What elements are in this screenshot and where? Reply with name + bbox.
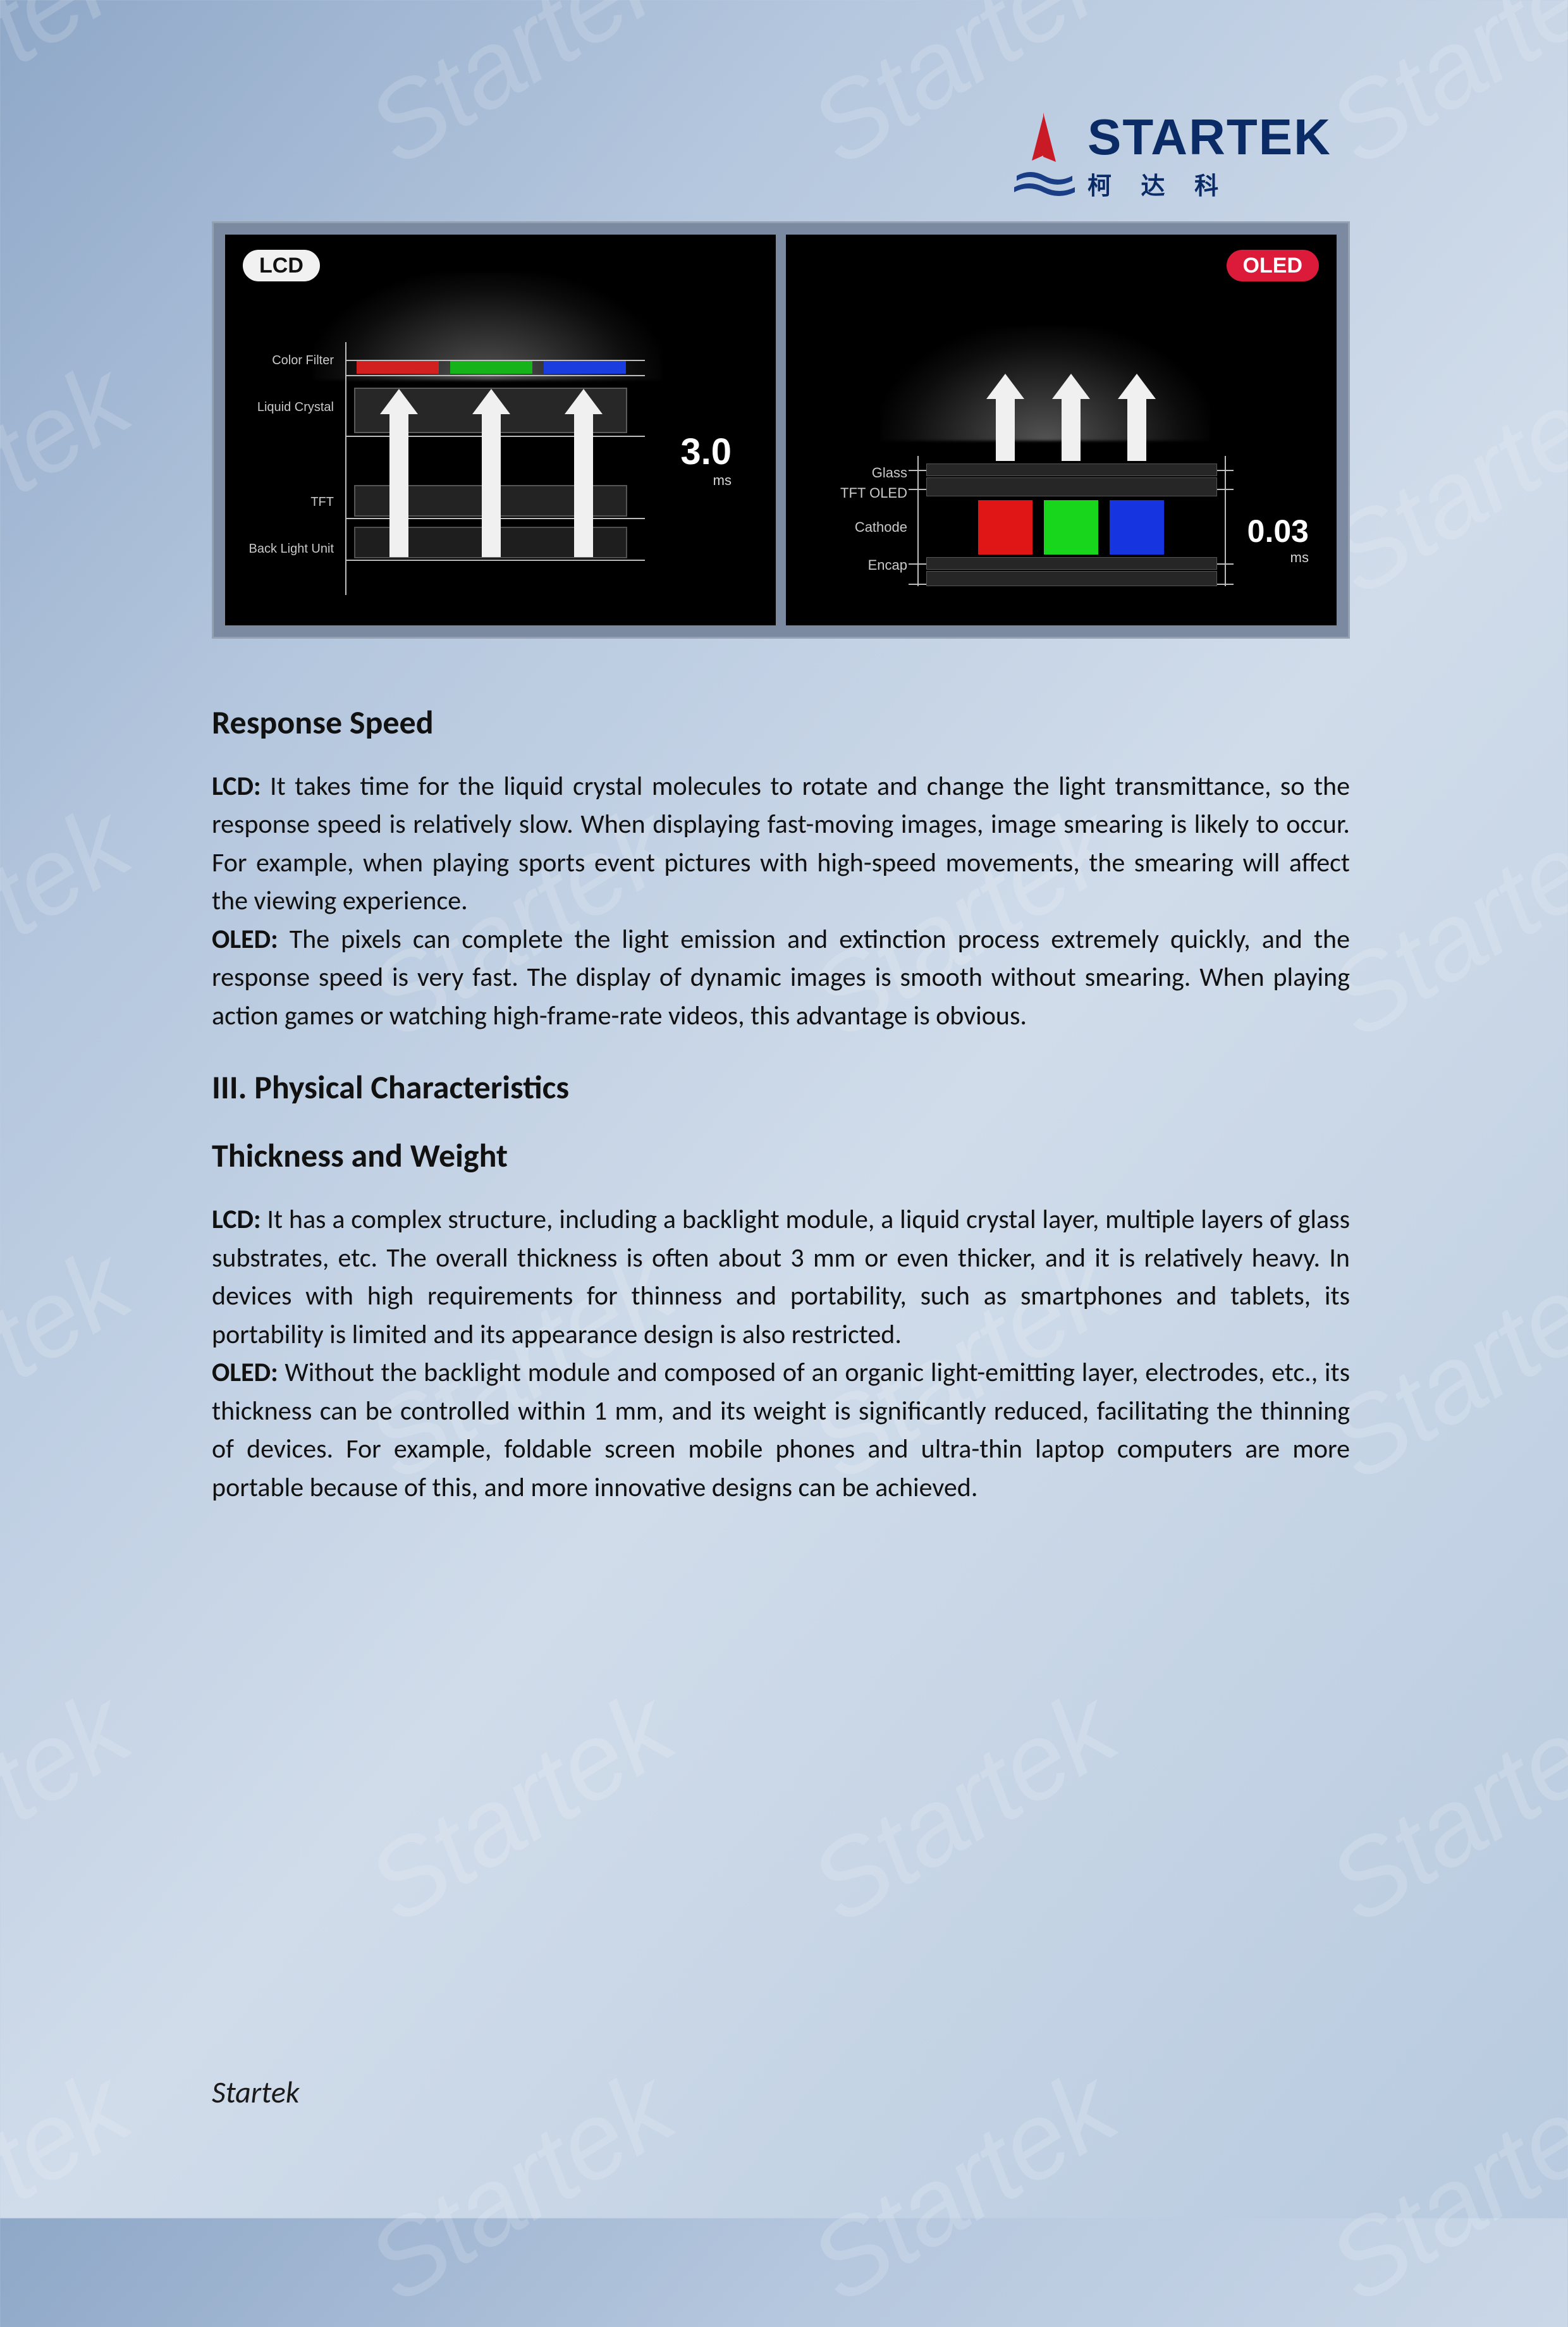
paragraph: LCD: It takes time for the liquid crysta… [212,768,1350,921]
lcd-schema: Color Filter Liquid Crystal TFT Back Lig… [345,342,636,595]
oled-layer-label: Encap [831,557,907,573]
watermark: Startek [0,782,150,1062]
footer-text: Startek [212,2073,300,2111]
paragraph-text: The pixels can complete the light emissi… [212,923,1350,1032]
oled-layer-label: Glass [831,465,907,481]
lcd-badge: LCD [243,250,320,281]
lcd-layer-label: Color Filter [245,353,334,368]
watermark: Startek [0,1667,150,1948]
oled-response-unit: ms [1290,550,1309,566]
brand-name: STARTEK [1087,112,1332,163]
lcd-response-value: 3.0 [680,431,732,473]
watermark: Startek [346,0,694,190]
lcd-layer-label: Back Light Unit [245,542,334,556]
brand-logo-icon [1012,113,1075,201]
lcd-color-filter [544,361,626,374]
oled-response-value: 0.03 [1247,513,1309,550]
watermark: Startek [1308,2046,1568,2327]
lcd-layer-label: Liquid Crystal [245,400,334,415]
content-area: Response Speed LCD: It takes time for th… [212,702,1350,1507]
lcd-color-filter [357,361,439,374]
lcd-layer-label: TFT [245,495,334,510]
lcd-label: LCD: [212,770,261,802]
watermark: Startek [0,2046,150,2327]
oled-panel: OLED Glass TFT OLED Cathode Encap [786,235,1337,625]
watermark: Startek [1308,0,1568,190]
watermark: Startek [789,2046,1136,2327]
oled-pixel [1110,500,1164,555]
section-title-response: Response Speed [212,702,1350,742]
brand-logo: STARTEK 柯 达 科 [1012,107,1334,206]
section-title-physical: III. Physical Characteristics [212,1067,1350,1107]
paragraph-text: Without the backlight module and compose… [212,1356,1350,1503]
watermark: Startek [0,1224,150,1505]
watermark: Startek [0,339,150,620]
watermark: Startek [789,1667,1136,1948]
lcd-panel: LCD Color Filter Liquid Crystal TFT Back… [225,235,776,625]
oled-pixel [978,500,1032,555]
brand-subtitle: 柯 达 科 [1087,166,1332,201]
section-title-thickness: Thickness and Weight [212,1135,1350,1176]
paragraph-text: It has a complex structure, including a … [212,1203,1350,1350]
lcd-label: LCD: [212,1203,261,1236]
oled-layer-label: TFT OLED [831,485,907,501]
lcd-response-unit: ms [713,472,732,489]
watermark: Startek [346,2046,694,2327]
diagram-frame: LCD Color Filter Liquid Crystal TFT Back… [212,221,1350,639]
oled-schema: Glass TFT OLED Cathode Encap [829,374,1309,601]
watermark: Startek [0,0,150,190]
lcd-color-filter [450,361,532,374]
watermark: Startek [346,1667,694,1948]
paragraph: OLED: Without the backlight module and c… [212,1354,1350,1507]
oled-layer-label: Cathode [831,519,907,535]
oled-label: OLED: [212,1356,278,1389]
paragraph: OLED: The pixels can complete the light … [212,921,1350,1035]
watermark: Startek [1308,1667,1568,1948]
paragraph-text: It takes time for the liquid crystal mol… [212,770,1350,917]
paragraph: LCD: It has a complex structure, includi… [212,1201,1350,1354]
oled-pixel [1044,500,1098,555]
oled-badge: OLED [1227,250,1319,281]
oled-label: OLED: [212,923,278,955]
